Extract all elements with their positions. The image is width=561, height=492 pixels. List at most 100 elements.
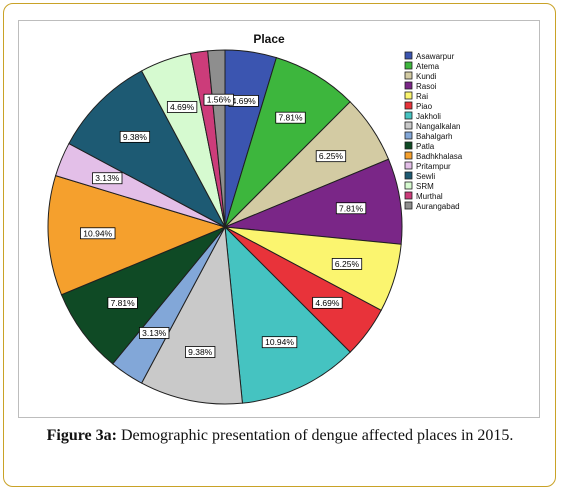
legend-swatch <box>404 181 413 190</box>
caption-text: Demographic presentation of dengue affec… <box>116 427 514 444</box>
legend-label: Jakholi <box>416 112 441 121</box>
pie-slices <box>47 49 403 405</box>
pie-slice-badhkhalasa <box>47 175 227 296</box>
legend-label: Bahalgarh <box>416 132 452 141</box>
pie-label-atema: 7.81% <box>275 111 306 124</box>
legend-swatch <box>404 71 413 80</box>
legend: AsawarpurAtemaKundiRasoiRaiPiaoJakholiNa… <box>404 51 463 211</box>
legend-label: Nangalkalan <box>416 122 460 131</box>
legend-swatch <box>404 201 413 210</box>
pie-label-text: 10.94% <box>265 337 294 347</box>
legend-item-pritampur: Pritampur <box>404 161 451 171</box>
legend-swatch <box>404 141 413 150</box>
pie-label-box <box>185 346 216 358</box>
legend-swatch <box>404 81 413 90</box>
legend-swatch <box>404 161 413 170</box>
pie-slice-nangalkalan <box>140 225 243 405</box>
legend-label: Aurangabad <box>416 202 460 211</box>
legend-swatch <box>404 131 413 140</box>
pie-label-text: 9.38% <box>123 132 148 142</box>
chart-title: Place <box>253 32 285 46</box>
legend-label: Asawarpur <box>416 52 455 61</box>
legend-label: Sewli <box>416 172 435 181</box>
pie-label-text: 6.25% <box>319 151 344 161</box>
legend-item-srm: SRM <box>404 181 434 191</box>
legend-item-bahalgarh: Bahalgarh <box>404 131 452 141</box>
pie-label-box <box>312 296 343 309</box>
pie-label-pritampur: 3.13% <box>92 172 123 185</box>
legend-label: SRM <box>416 182 434 191</box>
legend-swatch <box>404 101 413 110</box>
pie-label-box <box>275 111 306 124</box>
pie-label-box <box>166 101 198 113</box>
pie-label-aurangabad: 1.56% <box>203 93 234 106</box>
pie-label-box <box>335 202 367 215</box>
pie-label-text: 6.25% <box>335 259 360 269</box>
pie-label-jakholi: 10.94% <box>261 336 298 349</box>
legend-swatch <box>404 151 413 160</box>
legend-label: Rasoi <box>416 82 437 91</box>
pie-label-box <box>203 93 234 106</box>
pie-label-text: 1.56% <box>207 95 232 105</box>
pie-label-rasoi: 7.81% <box>335 202 367 215</box>
pie-chart: Place 4.69% 7.81% 6.25% 7.81% 6.25% 4.69% 10.9… <box>47 32 463 405</box>
pie-label-box <box>80 227 116 240</box>
legend-swatch <box>404 61 413 70</box>
pie-label-text: 3.13% <box>95 173 120 183</box>
pie-label-text: 9.38% <box>188 347 213 357</box>
legend-label: Rai <box>416 92 428 101</box>
pie-label-box <box>139 327 170 339</box>
pie-label-kundi: 6.25% <box>315 150 347 163</box>
pie-label-text: 7.81% <box>111 298 136 308</box>
legend-item-murthal: Murthal <box>404 191 443 201</box>
legend-item-nangalkalan: Nangalkalan <box>404 121 460 131</box>
pie-slice-jakholi <box>224 225 351 404</box>
pie-label-sewli: 9.38% <box>119 130 151 143</box>
pie-label-text: 7.81% <box>278 113 303 123</box>
legend-label: Pritampur <box>416 162 451 171</box>
pie-label-bahalgarh: 3.13% <box>139 327 170 339</box>
legend-item-rasoi: Rasoi <box>404 81 437 91</box>
legend-item-asawarpur: Asawarpur <box>404 51 455 61</box>
legend-label: Murthal <box>416 192 443 201</box>
pie-label-box <box>315 150 347 163</box>
pie-label-piao: 4.69% <box>312 296 343 309</box>
pie-slice-sewli <box>68 70 227 229</box>
legend-item-patla: Patla <box>404 141 435 151</box>
pie-label-rai: 6.25% <box>331 258 363 270</box>
chart-panel: Place 4.69% 7.81% 6.25% 7.81% 6.25% 4.69% 10.9… <box>18 20 540 418</box>
pie-label-text: 10.94% <box>83 228 112 238</box>
legend-item-jakholi: Jakholi <box>404 111 441 121</box>
pie-label-patla: 7.81% <box>107 297 138 309</box>
pie-labels: 4.69% 7.81% 6.25% 7.81% 6.25% 4.69% 10.94% 9.38… <box>80 93 367 358</box>
pie-label-badhkhalasa: 10.94% <box>80 227 116 240</box>
legend-swatch <box>404 91 413 100</box>
pie-label-nangalkalan: 9.38% <box>185 346 216 358</box>
caption-label: Figure 3a: <box>46 427 117 444</box>
pie-label-text: 4.69% <box>315 298 340 308</box>
legend-label: Piao <box>416 102 433 111</box>
legend-item-kundi: Kundi <box>404 71 437 81</box>
pie-label-text: 4.69% <box>170 102 195 112</box>
legend-label: Atema <box>416 62 440 71</box>
pie-label-text: 3.13% <box>142 328 167 338</box>
pie-label-box <box>119 130 151 143</box>
pie-label-srm: 4.69% <box>166 101 198 113</box>
legend-label: Patla <box>416 142 435 151</box>
pie-label-box <box>261 336 298 349</box>
legend-item-aurangabad: Aurangabad <box>404 201 460 211</box>
legend-item-atema: Atema <box>404 61 440 71</box>
legend-label: Kundi <box>416 72 437 81</box>
pie-label-box <box>107 297 138 309</box>
legend-swatch <box>404 111 413 120</box>
legend-item-sewli: Sewli <box>404 171 435 181</box>
legend-swatch <box>404 191 413 200</box>
pie-label-box <box>92 172 123 185</box>
legend-swatch <box>404 51 413 60</box>
legend-item-piao: Piao <box>404 101 433 111</box>
legend-swatch <box>404 121 413 130</box>
figure-caption: Figure 3a: Demographic presentation of d… <box>20 425 540 447</box>
pie-label-text: 4.69% <box>232 96 257 106</box>
legend-item-badhkhalasa: Badhkhalasa <box>404 151 463 161</box>
legend-label: Badhkhalasa <box>416 152 463 161</box>
